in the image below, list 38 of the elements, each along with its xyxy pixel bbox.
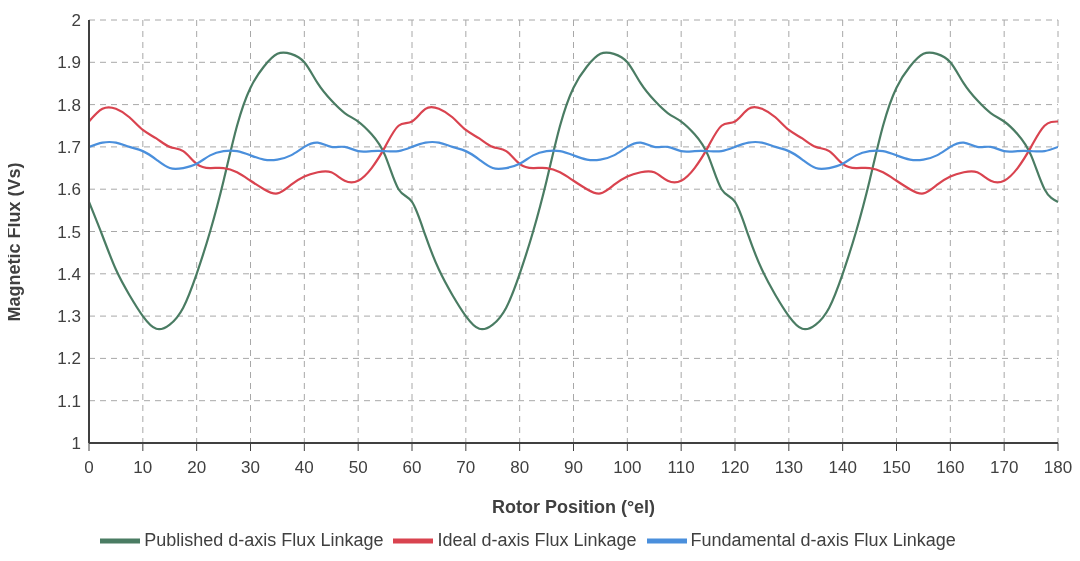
x-tick-label: 110 <box>667 458 695 478</box>
y-tick-label: 1.3 <box>57 307 81 327</box>
y-tick-label: 1.5 <box>57 222 81 242</box>
x-axis-title: Rotor Position (°el) <box>491 497 656 517</box>
x-tick-label: 150 <box>882 458 911 478</box>
y-tick-label: 1.2 <box>57 349 81 369</box>
x-tick-label: 170 <box>989 458 1019 478</box>
x-tick-label: 130 <box>774 458 804 478</box>
y-tick-label: 1 <box>71 434 81 454</box>
line-series <box>89 106 1058 195</box>
y-tick-label: 1.9 <box>57 53 81 73</box>
y-tick-label: 1.1 <box>57 391 81 411</box>
x-tick-label: 160 <box>936 458 965 478</box>
y-tick-label: 1.4 <box>57 264 81 284</box>
legend-label: Published d-axis Flux Linkage <box>144 529 384 550</box>
x-tick-label: 70 <box>456 458 476 478</box>
x-tick-label: 90 <box>564 458 583 478</box>
x-tick-label: 30 <box>241 458 260 478</box>
legend-label: Ideal d-axis Flux Linkage <box>437 529 637 550</box>
y-tick-label: 1.6 <box>57 180 81 200</box>
x-tick-label: 100 <box>613 458 642 478</box>
y-tick-label: 1.8 <box>57 95 81 115</box>
x-tick-label: 50 <box>348 458 368 478</box>
line-series <box>89 140 1058 171</box>
x-tick-label: 10 <box>133 458 153 478</box>
x-tick-label: 60 <box>402 458 422 478</box>
x-tick-label: 80 <box>510 458 530 478</box>
legend-label: Fundamental d-axis Flux Linkage <box>690 529 956 550</box>
x-tick-label: 120 <box>720 458 750 478</box>
x-tick-label: 0 <box>84 458 94 478</box>
y-axis-title: Magnetic Flux (Vs) <box>4 162 25 322</box>
y-tick-label: 1.7 <box>57 137 81 157</box>
x-tick-label: 20 <box>187 458 207 478</box>
x-tick-label: 140 <box>828 458 857 478</box>
y-tick-label: 2 <box>71 11 81 31</box>
line-series <box>89 51 1058 331</box>
x-tick-label: 180 <box>1043 458 1073 478</box>
x-tick-label: 40 <box>294 458 314 478</box>
